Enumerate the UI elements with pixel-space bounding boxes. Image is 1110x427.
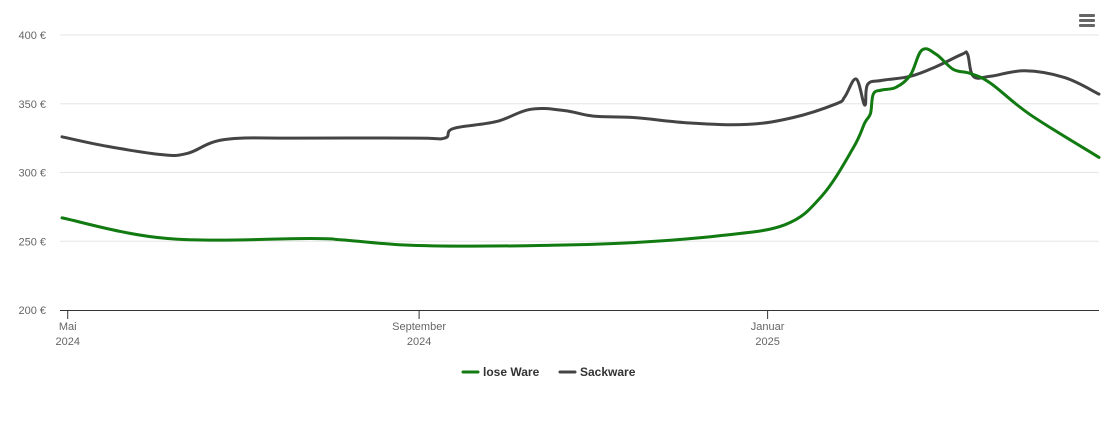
x-tick-label: Januar 2025 bbox=[751, 321, 785, 348]
chart-menu-button[interactable] bbox=[1075, 10, 1099, 32]
legend-item-sackware[interactable]: Sackware bbox=[558, 365, 636, 379]
legend-item-lose-ware[interactable]: lose Ware bbox=[461, 365, 540, 379]
y-tick-label: 250 € bbox=[18, 236, 46, 248]
y-tick-label: 350 € bbox=[18, 99, 46, 111]
series-line-lose-ware[interactable] bbox=[60, 47, 1101, 248]
series-line-sackware[interactable] bbox=[60, 50, 1101, 157]
legend-label: lose Ware bbox=[483, 365, 540, 379]
hamburger-icon bbox=[1079, 14, 1095, 27]
y-tick-label: 400 € bbox=[18, 30, 46, 42]
y-tick-label: 200 € bbox=[18, 305, 46, 317]
legend: lose Ware Sackware bbox=[461, 365, 636, 379]
x-axis bbox=[60, 310, 1099, 319]
y-axis-labels: 200 € 250 € 300 € 350 € 400 € bbox=[18, 30, 46, 317]
grid-lines bbox=[60, 34, 1099, 242]
legend-label: Sackware bbox=[580, 365, 636, 379]
x-tick-label: September 2024 bbox=[392, 321, 446, 348]
series-lines bbox=[60, 47, 1101, 248]
x-tick-label: Mai 2024 bbox=[55, 321, 79, 348]
x-axis-labels: Mai 2024 September 2024 Januar 2025 bbox=[55, 321, 784, 348]
y-tick-label: 300 € bbox=[18, 168, 46, 180]
